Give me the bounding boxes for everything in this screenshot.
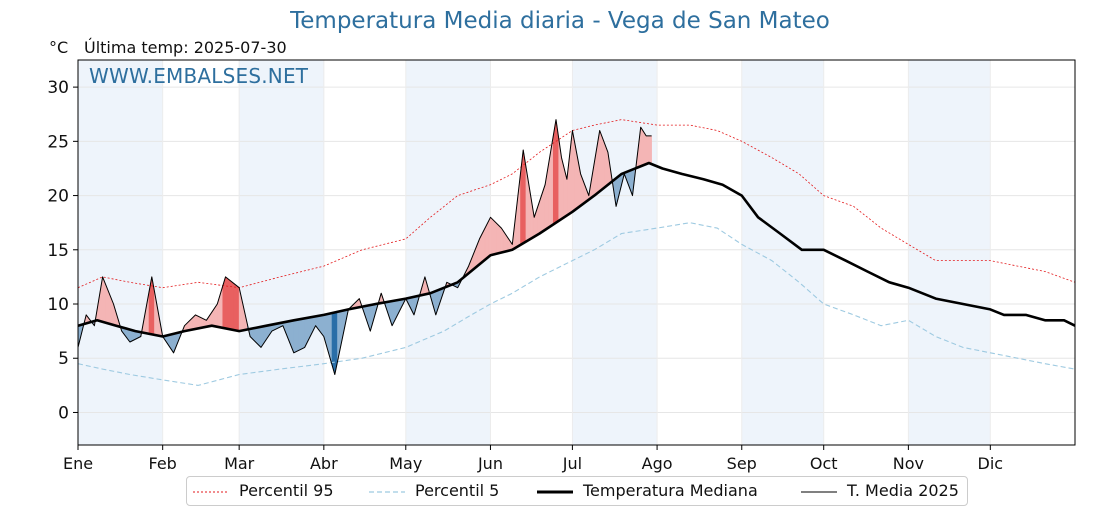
x-tick-label-mar: Mar <box>224 454 255 473</box>
month-bands <box>78 60 990 445</box>
anomaly-fill-day-55 <box>226 277 229 329</box>
month-band-sep <box>742 60 824 445</box>
month-band-jul <box>572 60 657 445</box>
y-tick-label-0: 0 <box>58 403 69 423</box>
x-tick-label-feb: Feb <box>149 454 177 473</box>
y-tick-label-10: 10 <box>47 295 69 315</box>
anomaly-fill-day-193 <box>602 138 605 189</box>
x-tick-label-nov: Nov <box>893 454 924 473</box>
x-tick-label-dic: Dic <box>978 454 1004 473</box>
x-tick-label-jun: Jun <box>477 454 503 473</box>
anomaly-fill-day-154 <box>496 223 499 254</box>
anomaly-fill-day-82 <box>299 319 302 350</box>
watermark: WWW.EMBALSES.NET <box>89 64 308 88</box>
last-temp-label: Última temp: 2025-07-30 <box>84 38 287 57</box>
y-tick-label-20: 20 <box>47 187 69 207</box>
legend-label-year: T. Media 2025 <box>847 481 959 500</box>
legend-item-p5: Percentil 5 <box>369 481 499 500</box>
x-tick-label-abr: Abr <box>310 454 338 473</box>
month-band-ene <box>78 60 163 445</box>
anomaly-fill-day-44 <box>195 315 198 329</box>
x-tick-label-oct: Oct <box>810 454 838 473</box>
legend-item-year: T. Media 2025 <box>801 481 959 500</box>
legend-label-median: Temperatura Mediana <box>583 481 758 500</box>
anomaly-fill-day-209 <box>646 136 649 164</box>
x-tick-label-ago: Ago <box>642 454 673 473</box>
anomaly-fill-day-152 <box>490 217 493 255</box>
y-axis-ticks: 0 5 10 15 20 25 30 <box>47 78 78 423</box>
anomaly-fill-day-57 <box>231 281 234 330</box>
anomaly-fill-day-207 <box>641 127 644 166</box>
legend-label-p5: Percentil 5 <box>415 481 499 500</box>
anomaly-fill-day-208 <box>643 132 646 166</box>
anomaly-fill-day-80 <box>294 320 297 353</box>
anomaly-fill-day-151 <box>488 217 491 257</box>
anomaly-fill-day-81 <box>297 319 300 351</box>
y-tick-label-30: 30 <box>47 78 69 98</box>
month-band-mar <box>239 60 324 445</box>
x-axis-ticks: Ene Feb Mar Abr May Jun Jul Ago Sep Oct Nov Dic <box>63 445 1003 473</box>
anomaly-fill-day-210 <box>649 136 652 164</box>
anomaly-fill-day-45 <box>198 316 201 328</box>
anomaly-fill-day-58 <box>234 283 237 330</box>
anomaly-fill-day-155 <box>499 225 502 253</box>
legend-label-p95: Percentil 95 <box>239 481 334 500</box>
legend-item-median: Temperatura Mediana <box>537 481 758 500</box>
legend-item-p95: Percentil 95 <box>193 481 334 500</box>
anomaly-fill-day-59 <box>236 286 239 332</box>
x-tick-label-ene: Ene <box>63 454 93 473</box>
y-tick-label-25: 25 <box>47 132 69 152</box>
anomaly-fill-day-83 <box>302 318 305 348</box>
x-tick-label-sep: Sep <box>727 454 757 473</box>
anomaly-fill-day-192 <box>600 130 603 191</box>
y-tick-label-5: 5 <box>58 349 69 369</box>
y-tick-label-15: 15 <box>47 241 69 261</box>
chart-title: Temperatura Media diaria - Vega de San M… <box>0 8 1120 34</box>
y-unit-label: °C <box>49 38 68 57</box>
x-tick-label-jul: Jul <box>562 454 582 473</box>
anomaly-fill-day-67 <box>258 327 261 348</box>
legend: Percentil 95 Percentil 5 Temperatura Med… <box>186 476 968 506</box>
x-tick-label-may: May <box>389 454 422 473</box>
month-band-nov <box>908 60 990 445</box>
anomaly-fill-day-153 <box>493 220 496 255</box>
